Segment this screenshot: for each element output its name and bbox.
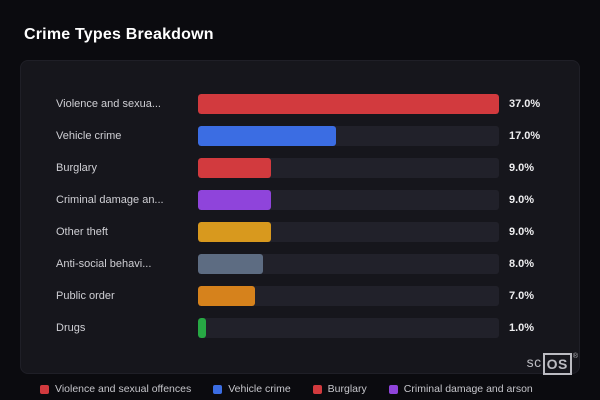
legend-label: Violence and sexual offences (55, 383, 192, 395)
bar[interactable] (198, 190, 272, 210)
bar-track (198, 222, 499, 242)
legend-label: Burglary (327, 383, 367, 395)
bar[interactable] (198, 126, 337, 146)
bar-row: Anti-social behavi... 8.0% (56, 248, 555, 280)
legend-swatch-icon (388, 384, 398, 394)
value-label: 9.0% (509, 194, 535, 206)
bar-track (198, 318, 499, 338)
legend-item[interactable]: Vehicle crime (213, 383, 291, 395)
bar-row: Vehicle crime 17.0% (56, 120, 555, 152)
legend-swatch-icon (213, 384, 223, 394)
bar-track (198, 94, 499, 114)
category-label: Criminal damage an... (56, 194, 164, 206)
bar-row: Other theft 9.0% (56, 216, 555, 248)
value-label: 1.0% (509, 322, 535, 334)
bar-track (198, 126, 499, 146)
value-label: 17.0% (509, 130, 541, 142)
brand-prefix: sc (526, 354, 542, 370)
bar-track (198, 158, 499, 178)
value-label: 8.0% (509, 258, 535, 270)
legend: Violence and sexual offences Vehicle cri… (40, 383, 584, 395)
bar[interactable] (198, 94, 499, 114)
bar-row: Violence and sexua... 37.0% (56, 88, 555, 120)
legend-item[interactable]: Burglary (312, 383, 367, 395)
bar-row: Public order 7.0% (56, 280, 555, 312)
legend-label: Criminal damage and arson (403, 383, 533, 395)
bar-chart: Violence and sexua... 37.0% Vehicle crim… (56, 88, 555, 344)
value-label: 9.0% (509, 162, 535, 174)
bar-track (198, 190, 499, 210)
bar-track (198, 286, 499, 306)
registered-mark-icon: ® (572, 353, 578, 360)
legend-swatch-icon (312, 384, 322, 394)
bar[interactable] (198, 286, 255, 306)
legend-item[interactable]: Criminal damage and arson (388, 383, 533, 395)
category-label: Other theft (56, 226, 108, 238)
legend-item[interactable]: Violence and sexual offences (40, 383, 191, 395)
legend-swatch-icon (40, 384, 49, 394)
bar[interactable] (198, 318, 207, 338)
legend-label: Vehicle crime (228, 383, 291, 395)
category-label: Public order (56, 290, 115, 302)
bar[interactable] (198, 158, 272, 178)
page-title: Crime Types Breakdown (24, 26, 214, 43)
brand-box: OS (542, 353, 572, 375)
category-label: Vehicle crime (56, 130, 122, 142)
bar-row: Burglary 9.0% (56, 152, 555, 184)
value-label: 9.0% (509, 226, 535, 238)
category-label: Burglary (56, 162, 97, 174)
category-label: Anti-social behavi... (56, 258, 152, 270)
chart-card: Violence and sexua... 37.0% Vehicle crim… (20, 60, 580, 374)
bar-row: Drugs 1.0% (56, 312, 555, 344)
category-label: Drugs (56, 322, 86, 334)
bar[interactable] (198, 254, 264, 274)
bar[interactable] (198, 222, 272, 242)
bar-track (198, 254, 499, 274)
category-label: Violence and sexua... (56, 98, 161, 110)
value-label: 7.0% (509, 290, 535, 302)
brand-logo: sc OS ® (527, 353, 578, 375)
value-label: 37.0% (509, 98, 541, 110)
bar-row: Criminal damage an... 9.0% (56, 184, 555, 216)
